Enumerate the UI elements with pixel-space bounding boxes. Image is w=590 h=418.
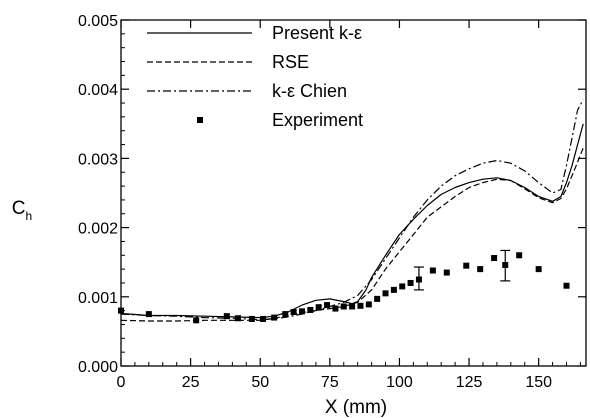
experiment-point (463, 262, 470, 269)
experiment-point (290, 309, 297, 316)
experiment-point (407, 279, 414, 286)
legend-label: Present k-ε (272, 23, 362, 43)
experiment-point (429, 267, 436, 274)
y-tick-label: 0.004 (78, 82, 118, 99)
series-line-0 (120, 123, 584, 319)
experiment-point (477, 266, 484, 273)
series-line-2 (120, 99, 584, 321)
experiment-point (365, 301, 372, 308)
experiment-point (260, 315, 267, 322)
experiment-point (349, 303, 356, 310)
experiment-point (535, 266, 542, 273)
x-tick-label: 50 (251, 374, 269, 391)
experiment-point (282, 311, 289, 318)
series-layer (118, 99, 584, 324)
experiment-point (307, 306, 314, 313)
experiment-point (234, 315, 241, 322)
experiment-point (332, 305, 339, 312)
y-tick-label: 0.001 (78, 290, 118, 307)
experiment-point (324, 302, 331, 309)
experiment-point (390, 286, 397, 293)
x-tick-label: 150 (525, 374, 552, 391)
x-tick-label: 75 (321, 374, 339, 391)
experiment-point (193, 317, 200, 324)
experiment-point (443, 269, 450, 276)
experiment-point (118, 307, 124, 314)
experiment-point (357, 302, 364, 309)
experiment-point (516, 252, 523, 259)
experiment-point (145, 311, 152, 318)
y-tick-label: 0.000 (78, 359, 118, 376)
y-tick-label: 0.002 (78, 221, 118, 238)
experiment-point (271, 314, 278, 321)
series-line-1 (120, 147, 584, 322)
axes: 0 25 50 75 100 125 150 0.000 0.001 0.002 0.003 0.00… (78, 13, 587, 391)
experiment-point (491, 255, 498, 262)
experiment-point (382, 290, 389, 297)
legend-label: Experiment (272, 110, 363, 130)
y-tick-label: 0.003 (78, 151, 118, 168)
experiment-point (223, 313, 230, 320)
experiment-point (399, 283, 406, 290)
x-tick-label: 100 (386, 374, 413, 391)
y-axis-label: Ch (12, 198, 32, 223)
experiment-point (315, 304, 322, 311)
plot-frame (120, 19, 587, 367)
legend-marker (197, 117, 203, 123)
x-tick-label: 125 (456, 374, 483, 391)
legend-label: k-ε Chien (272, 81, 347, 101)
x-tick-label: 25 (182, 374, 200, 391)
experiment-point (340, 303, 347, 310)
y-tick-label: 0.005 (78, 13, 118, 30)
experiment-point (374, 295, 381, 302)
experiment-point (298, 308, 305, 315)
experiment-point (563, 282, 570, 289)
x-tick-label: 0 (117, 374, 126, 391)
legend: Present k-ε RSE k-ε Chien Experiment (147, 23, 363, 130)
legend-label: RSE (272, 52, 309, 72)
x-axis-label: X (mm) (325, 397, 387, 418)
experiment-point (248, 315, 255, 322)
y-axis-label-subscript: h (26, 209, 33, 223)
